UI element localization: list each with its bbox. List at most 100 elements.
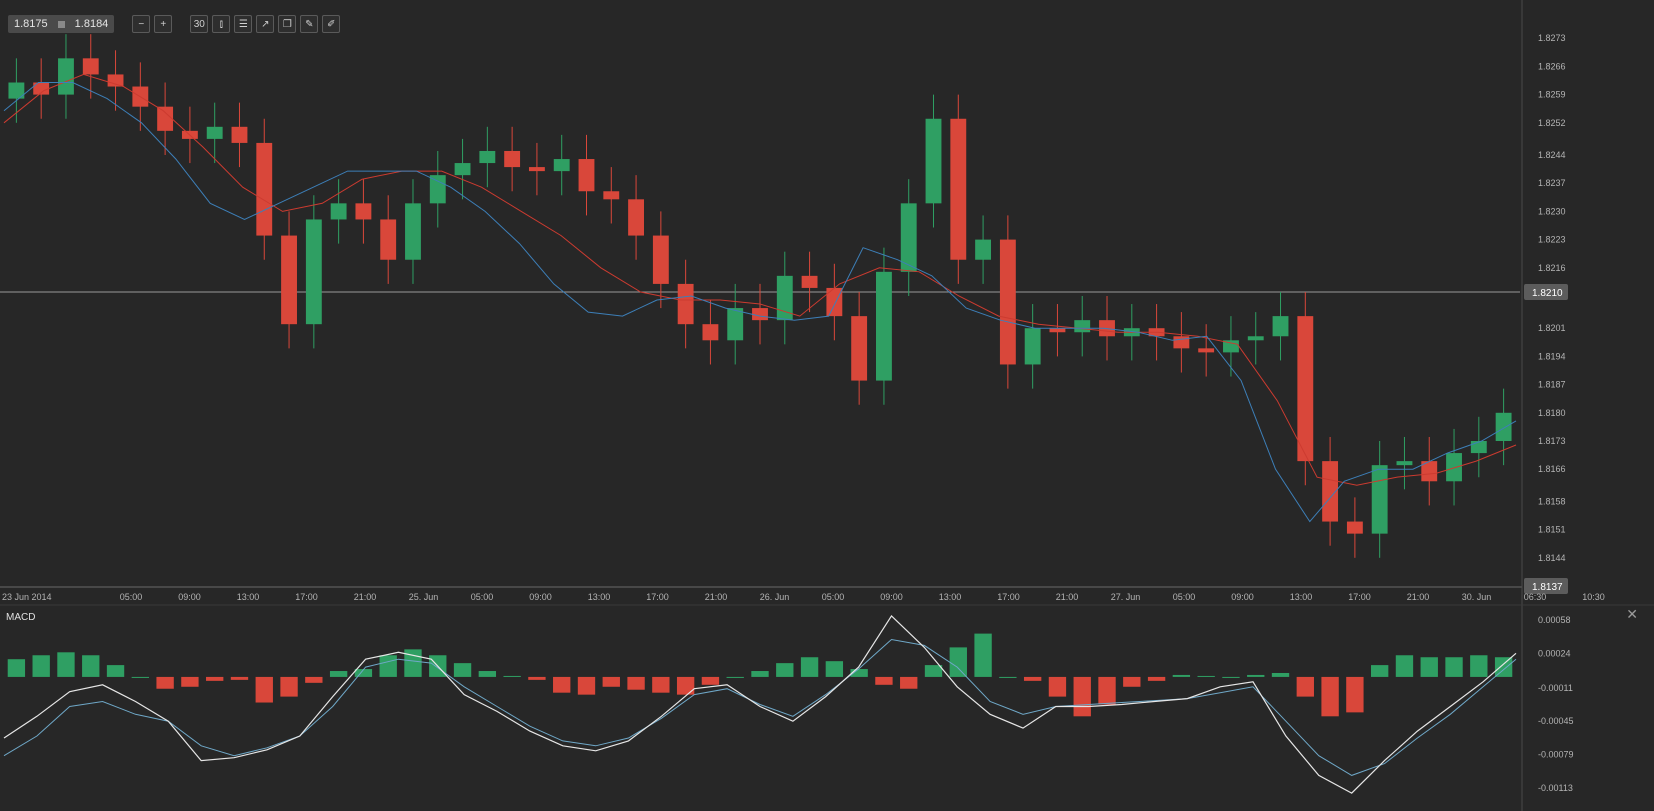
candle-down <box>1198 348 1215 353</box>
price-tick-label: 1.8158 <box>1538 496 1566 506</box>
candle-down <box>1297 316 1314 462</box>
trendline-icon[interactable]: ↗ <box>256 15 275 33</box>
time-tick-label: 17:00 <box>997 592 1020 602</box>
macd-bar-positive <box>7 659 26 677</box>
macd-bar-positive <box>776 663 794 677</box>
candle-down <box>504 150 521 168</box>
candle-down <box>578 159 595 192</box>
macd-bar-positive <box>131 676 150 678</box>
macd-bar-negative <box>1048 676 1067 697</box>
low-price-marker <box>1524 578 1568 594</box>
time-tick-label: 06:30 <box>1524 592 1547 602</box>
candle-up <box>454 163 471 176</box>
duplicate-icon[interactable]: ❐ <box>278 15 297 33</box>
low-price-label: 1.8137 <box>1532 582 1563 593</box>
macd-bar-positive <box>453 663 472 677</box>
macd-bar-positive <box>478 671 497 677</box>
bid-ask-box[interactable]: 1.8175 1.8184 <box>8 15 115 33</box>
time-tick-label: 30. Jun <box>1462 592 1492 602</box>
time-tick-label: 09:00 <box>880 592 903 602</box>
candle-down <box>1421 461 1438 482</box>
macd-bar-negative <box>602 676 620 687</box>
macd-signal-line <box>3 638 1517 776</box>
macd-tick-label: 0.00058 <box>1538 615 1571 625</box>
current-price-label: 1.8210 <box>1532 288 1563 299</box>
candle-down <box>256 142 273 236</box>
ma-slow-line <box>3 73 1517 486</box>
candle-up <box>925 118 942 204</box>
indicators-icon[interactable]: ☰ <box>234 15 253 33</box>
zoom-out-icon[interactable]: − <box>132 15 151 33</box>
candle-up <box>1495 412 1512 441</box>
macd-bar-negative <box>1123 676 1141 687</box>
time-tick-label: 09:00 <box>529 592 552 602</box>
draw-icon[interactable]: ✐ <box>322 15 341 33</box>
macd-bar-negative <box>1346 676 1364 713</box>
macd-tick-label: 0.00024 <box>1538 648 1571 658</box>
candle-down <box>107 74 124 87</box>
zoom-in-icon[interactable]: + <box>154 15 173 33</box>
candle-down <box>603 191 620 200</box>
macd-bar-positive <box>1494 657 1513 677</box>
candle-up <box>429 175 446 204</box>
candle-down <box>752 308 768 321</box>
time-tick-label: 05:00 <box>822 592 845 602</box>
time-tick-label: 05:00 <box>120 592 143 602</box>
candle-up <box>975 239 992 260</box>
time-tick-label: 17:00 <box>295 592 318 602</box>
time-tick-label: 09:00 <box>178 592 201 602</box>
time-tick-label: 23 Jun 2014 <box>2 592 52 602</box>
macd-bar-positive <box>1222 676 1240 678</box>
ask-price: 1.8184 <box>74 18 109 30</box>
candle-down <box>1049 328 1066 333</box>
macd-bar-positive <box>974 633 992 677</box>
macd-bar-positive <box>354 669 373 677</box>
candle-up <box>1024 328 1041 365</box>
close-icon[interactable]: ✕ <box>1626 606 1638 622</box>
macd-bar-negative <box>1296 676 1314 697</box>
time-tick-label: 26. Jun <box>760 592 790 602</box>
candle-down <box>528 167 545 172</box>
price-tick-label: 1.8180 <box>1538 408 1566 418</box>
candle-down <box>380 219 397 260</box>
macd-bar-positive <box>1197 675 1215 677</box>
candle-down <box>826 287 843 317</box>
macd-bar-negative <box>305 676 323 683</box>
macd-bar-negative <box>577 676 596 695</box>
candle-down <box>1346 521 1363 534</box>
macd-bar-negative <box>1023 676 1042 681</box>
time-tick-label: 09:00 <box>1231 592 1254 602</box>
candle-up <box>900 203 917 272</box>
price-tick-label: 1.8216 <box>1538 263 1566 273</box>
price-tick-label: 1.8237 <box>1538 178 1566 188</box>
candle-up <box>1446 453 1462 482</box>
macd-bar-negative <box>1321 676 1339 717</box>
time-tick-label: 05:00 <box>471 592 494 602</box>
macd-bar-positive <box>106 665 125 677</box>
candle-down <box>628 199 644 236</box>
macd-bar-positive <box>1420 657 1438 677</box>
macd-bar-negative <box>1073 676 1091 717</box>
edit-icon[interactable]: ✎ <box>300 15 319 33</box>
macd-bar-negative <box>701 676 720 685</box>
macd-tick-label: -0.00079 <box>1538 750 1574 760</box>
price-tick-label: 1.8201 <box>1538 323 1566 333</box>
spread-icon <box>57 20 65 28</box>
macd-bar-positive <box>503 675 521 677</box>
price-tick-label: 1.8273 <box>1538 33 1566 43</box>
candle-down <box>1173 336 1190 349</box>
time-tick-label: 10:30 <box>1582 592 1605 602</box>
macd-bar-negative <box>1147 676 1166 681</box>
candle-down <box>801 275 818 288</box>
time-tick-label: 21:00 <box>354 592 377 602</box>
time-tick-label: 05:00 <box>1173 592 1196 602</box>
macd-bar-positive <box>999 676 1017 678</box>
candle-down <box>652 235 669 284</box>
candle-up <box>1396 461 1413 466</box>
price-tick-label: 1.8173 <box>1538 436 1566 446</box>
candles-icon[interactable]: ⫾ <box>212 15 231 33</box>
candle-down <box>231 126 248 143</box>
timeframe-30m-button[interactable]: 30 <box>190 15 209 33</box>
macd-bar-positive <box>1395 655 1414 677</box>
